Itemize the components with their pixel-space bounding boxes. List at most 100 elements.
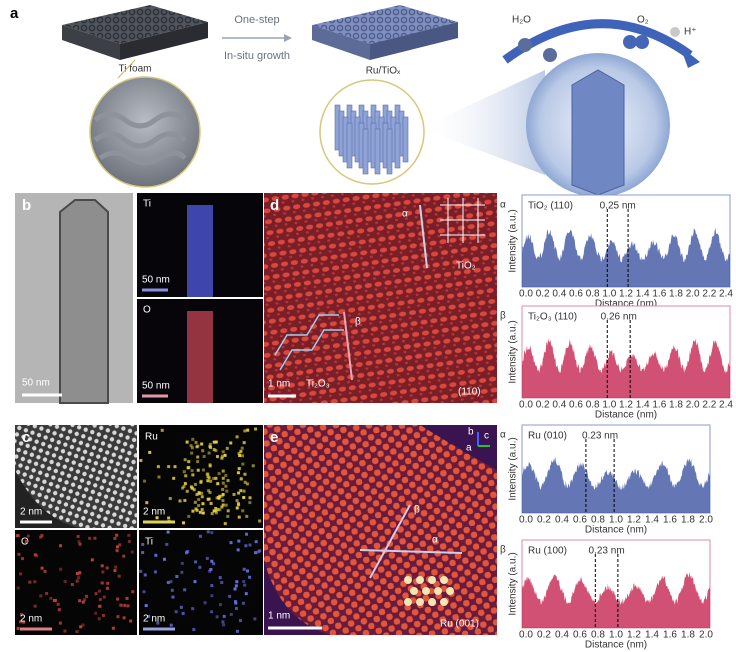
map-dot [154,553,158,557]
map-dot [168,497,172,501]
map-dot [186,466,190,470]
map-dot [180,561,184,565]
map-dot [131,590,135,594]
map-dot [118,543,122,547]
map-dot [214,507,218,511]
map-dot [254,427,258,431]
map-dot [220,505,224,509]
map-dot [119,603,123,607]
x-tick-label: 0.4 [552,289,566,300]
map-dot [202,455,206,459]
map-dot [201,468,205,472]
map-dot [198,534,202,538]
arrow-head [284,34,292,42]
element-label: Ti [145,537,153,548]
map-dot [208,463,212,467]
map-dot [240,446,244,450]
map-dot [116,615,120,619]
map-dot [239,477,243,481]
molecule [670,27,680,37]
atom [428,576,436,584]
map-dot [191,437,195,441]
panel-d: d α TiO₂ β Ti₂O₃ 1 nm (110) [264,193,497,403]
hrtem-image [264,193,497,403]
map-dot [22,620,26,624]
map-dot [144,604,148,608]
map-dot [254,540,258,544]
map-dot [59,567,63,571]
map-dot [169,580,173,584]
x-tick-label: 1.6 [652,289,666,300]
atom [446,587,454,595]
map-dot [207,476,211,480]
map-dot [243,429,247,433]
map-dot [185,489,189,493]
atom [410,587,418,595]
map-dot [216,482,220,486]
map-dot [239,489,243,493]
map-dot [229,541,233,545]
map-dot [200,508,204,512]
map-dot [122,616,126,620]
map-dot [113,536,117,540]
map-dot [226,509,230,513]
map-dot [201,449,205,453]
map-dot [145,501,149,505]
map-dot [178,499,182,503]
atom [428,598,436,606]
x-tick-label: 0.4 [555,515,569,526]
map-dot [130,550,134,554]
map-dot [210,559,214,563]
profile-plot: α TiO₂ (110) 0.25 nm Intensity (a.u.) 0.0 0.2… [500,194,733,310]
map-dot [201,502,205,506]
map-dot [184,474,188,478]
map-dot [78,599,82,603]
map-dot [19,620,23,624]
x-tick-label: 1.8 [681,515,695,526]
map-dot [258,519,262,523]
map-dot [234,606,238,610]
nanorod [362,128,369,175]
map-dot [210,610,214,614]
map-dot [236,548,240,552]
map-dot [207,451,211,455]
x-tick-label: 2.4 [719,289,733,300]
map-dot [94,592,98,596]
x-axis-label: Distance (nm) [585,640,647,651]
atom [404,598,412,606]
map-dot [220,454,224,458]
map-dot [243,472,247,476]
map-dot [179,605,183,609]
map-dot [214,440,218,444]
map-dot [174,610,178,614]
dark-region [15,470,80,528]
zoom-line [117,59,136,79]
map-dot [40,533,44,537]
map-dot [183,482,187,486]
map-dot [221,503,225,507]
map-dot [75,579,79,583]
map-dot [241,601,245,605]
map-dot [16,534,20,538]
map-dot [187,460,191,464]
map-dot [187,514,191,518]
direction-label: β [414,505,420,516]
x-tick-label: 1.6 [663,630,677,641]
nanorod [59,199,109,404]
map-dot [243,480,247,484]
map-dot [206,479,210,483]
direction-arrow [369,504,411,579]
axis-label: b [468,427,474,438]
edge-region [264,560,330,635]
map-dot [76,572,80,576]
map-dot [244,592,248,596]
y-axis-label: Intensity (a.u.) [508,209,519,272]
map-dot [214,509,218,513]
scale-label: 2 nm [20,614,42,625]
map-dot [192,628,196,632]
map-dot [234,599,238,603]
map-dot [129,619,133,623]
map-dot [101,613,105,617]
map-dot [190,446,194,450]
